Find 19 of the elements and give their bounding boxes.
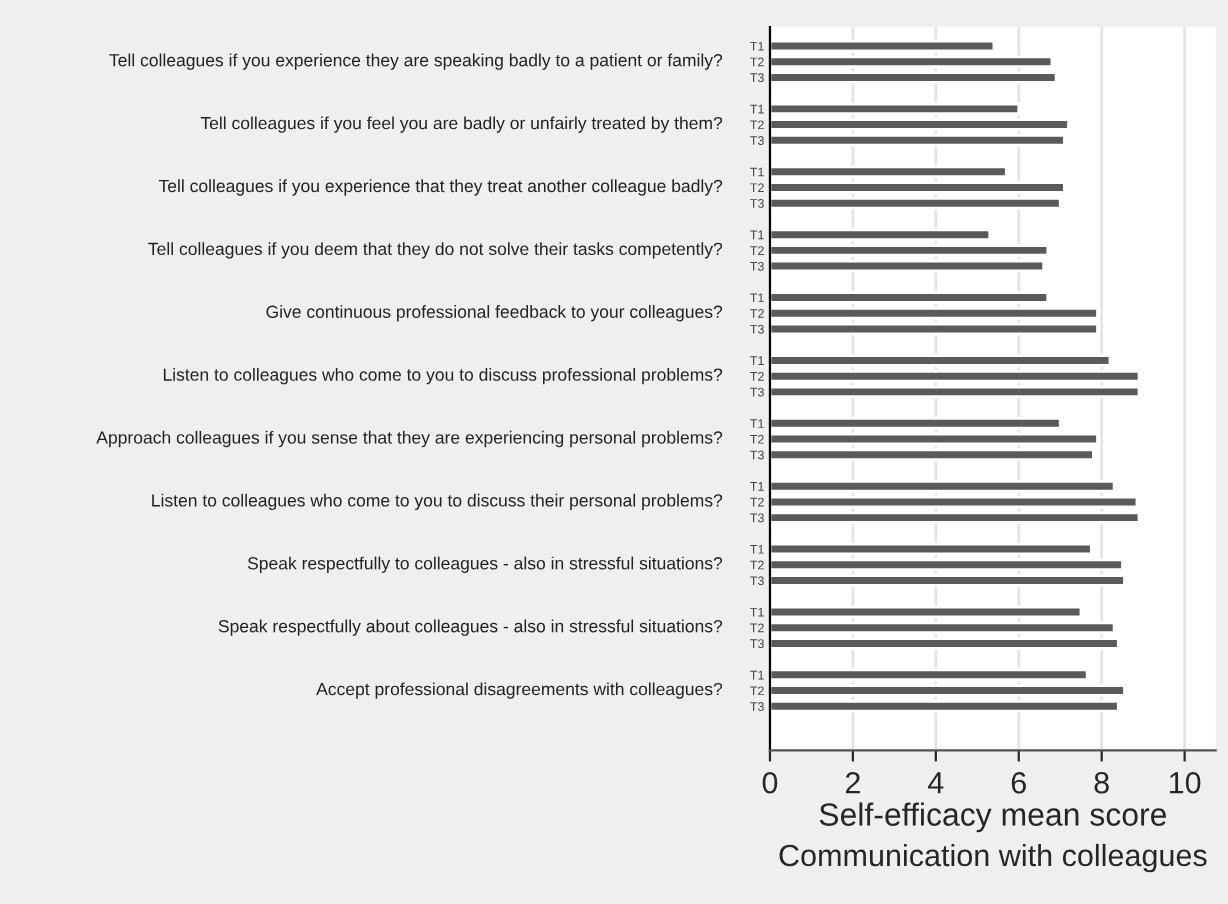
x-tick-label: 8 [1094, 771, 1109, 794]
y-tick-label: Speak respectfully about colleagues - also in stressful situations? [218, 619, 723, 636]
y-tick-label: Approach colleagues if you sense that they are experiencing personal problems? [96, 430, 723, 448]
y-tick-label: Tell colleagues if you feel you are badly or unfairly treated by them? [200, 116, 723, 133]
y-tick-label: Tell colleagues if you deem that they do not solve their tasks competently? [148, 242, 723, 259]
x-tick-label: 0 [762, 771, 778, 794]
y-tick-label: Listen to colleagues who come to you to discuss professional problems? [163, 367, 723, 385]
y-tick-label: Accept professional disagreements with colleagues? [316, 682, 723, 699]
x-tick-label: 6 [1011, 771, 1026, 794]
y-tick-label: Speak respectfully to colleagues - also in stressful situations? [247, 556, 723, 573]
x-tick-label: 10 [1169, 771, 1201, 794]
x-axis-title: Self-efficacy mean score [819, 802, 1167, 833]
x-tick-label: 2 [845, 771, 860, 794]
text: Communication with colleagues [779, 843, 1207, 873]
y-tick-label: Give continuous professional feedback to your colleagues? [266, 305, 723, 322]
x-tick-label: 4 [928, 772, 944, 794]
y-tick-label: Listen to colleagues who come to you to discuss their personal problems? [152, 493, 723, 511]
y-tick-label: Tell colleagues if you experience that they treat another colleague badly? [158, 179, 723, 196]
y-tick-label: Tell colleagues if you experience they are speaking badly to a patient or family? [109, 53, 723, 70]
